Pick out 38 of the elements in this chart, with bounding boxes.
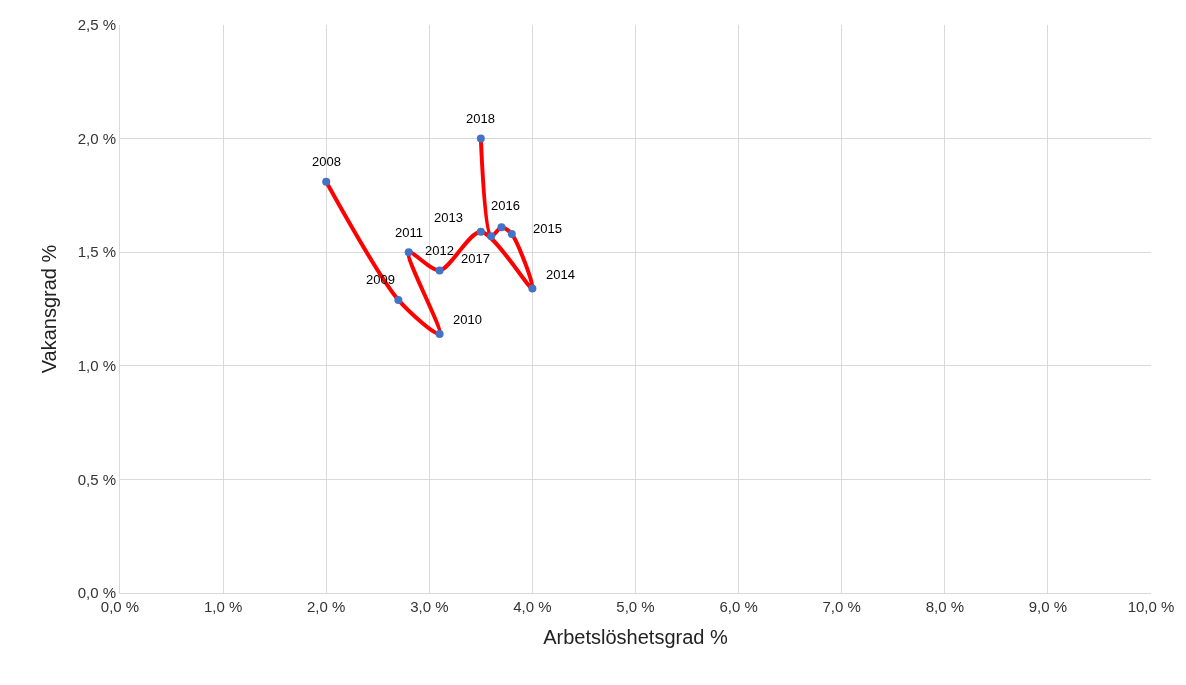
x-tick-label: 1,0 % — [203, 598, 243, 615]
x-tick-label: 4,0 % — [513, 598, 552, 615]
annotation: 2018 — [466, 111, 495, 126]
x-tick-label: 8,0 % — [925, 598, 964, 615]
x-tick-label: 3,0 % — [410, 598, 449, 615]
annotation: 2014 — [546, 267, 575, 282]
point — [404, 248, 413, 257]
point — [476, 227, 485, 236]
annotation: 2012 — [425, 243, 454, 258]
point — [497, 223, 506, 232]
annotation: 2016 — [491, 198, 520, 213]
point — [487, 232, 496, 241]
y-axis-title: Vakansgrad % — [38, 244, 61, 374]
annotation: 2015 — [533, 221, 562, 236]
x-axis-title: Arbetslöshetsgrad % — [543, 625, 728, 648]
x-tick-label: 6,0 % — [719, 598, 758, 615]
x-tick-label: 9,0 % — [1028, 598, 1068, 615]
point — [528, 284, 537, 293]
x-tick-label: 5,0 % — [616, 598, 655, 615]
point — [476, 134, 485, 143]
point — [435, 266, 444, 275]
y-tick-label: 1,5 % — [77, 243, 116, 261]
point — [394, 295, 403, 304]
y-tick-label: 2,0 % — [77, 129, 116, 147]
annotation: 2011 — [395, 225, 423, 240]
point — [507, 230, 516, 239]
y-tick-label: 0,5 % — [77, 470, 116, 488]
y-tick-label: 1,0 % — [77, 357, 116, 375]
x-tick-label: 2,0 % — [307, 598, 346, 615]
annotation: 2008 — [312, 154, 341, 169]
point — [435, 329, 444, 338]
x-tick-label: 7,0 % — [822, 598, 861, 615]
y-tick-label: 2,5 % — [77, 16, 116, 34]
point — [322, 177, 331, 186]
x-tick-label: 10,0 % — [1127, 598, 1175, 615]
annotation: 2017 — [461, 251, 490, 266]
annotation: 2013 — [434, 210, 463, 225]
annotation: 2010 — [453, 312, 482, 327]
